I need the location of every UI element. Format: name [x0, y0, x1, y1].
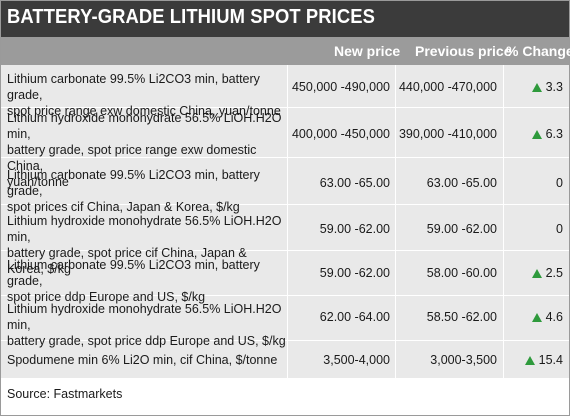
change-cell: 15.4: [524, 352, 563, 368]
change-cell: 6.3: [531, 126, 563, 142]
up-triangle-icon: [531, 83, 542, 92]
previous-price-cell: 63.00 -65.00: [426, 176, 497, 190]
previous-price-cell: 390,000 -410,000: [398, 127, 497, 141]
table-row: [1, 296, 569, 341]
row-description: Lithium carbonate 99.5% Li2CO3 min, batt…: [7, 168, 260, 214]
row-description: Lithium hydroxide monohydrate 56.5% LiOH…: [7, 214, 282, 276]
header-pct-change: % Change: [506, 43, 570, 59]
change-cell: 0: [556, 222, 563, 236]
header-new-price: New price: [334, 43, 401, 59]
header-previous-price: Previous price: [415, 43, 512, 59]
column-divider: [503, 65, 504, 379]
change-cell: 4.6: [531, 309, 563, 325]
table-row: [1, 108, 569, 158]
up-triangle-icon: [531, 130, 542, 139]
previous-price-cell: 440,000 -470,000: [398, 80, 497, 94]
column-divider: [395, 65, 396, 379]
row-description: Lithium hydroxide monohydrate 56.5% LiOH…: [7, 302, 286, 348]
table-title: BATTERY-GRADE LITHIUM SPOT PRICES: [7, 6, 375, 28]
table-row: [1, 341, 569, 379]
new-price-cell: 59.00 -62.00: [319, 222, 390, 236]
table-row: [1, 65, 569, 108]
table-row: [1, 205, 569, 251]
table-row: [1, 158, 569, 205]
previous-price-cell: 58.50 -62.00: [426, 310, 497, 324]
up-triangle-icon: [531, 313, 542, 322]
source-note: Source: Fastmarkets: [7, 387, 123, 401]
change-cell: 0: [556, 176, 563, 190]
table-row: [1, 251, 569, 296]
change-cell: 3.3: [531, 79, 563, 95]
new-price-cell: 450,000 -490,000: [291, 80, 390, 94]
new-price-cell: 400,000 -450,000: [291, 127, 390, 141]
new-price-cell: 62.00 -64.00: [319, 310, 390, 324]
up-triangle-icon: [531, 269, 542, 278]
row-description: Lithium carbonate 99.5% Li2CO3 min, batt…: [7, 258, 260, 304]
new-price-cell: 59.00 -62.00: [319, 266, 390, 280]
row-description: Spodumene min 6% Li2O min, cif China, $/…: [7, 353, 278, 367]
new-price-cell: 63.00 -65.00: [319, 176, 390, 190]
column-divider: [287, 65, 288, 379]
change-cell: 2.5: [531, 265, 563, 281]
previous-price-cell: 3,000-3,500: [430, 353, 497, 367]
up-triangle-icon: [524, 356, 535, 365]
previous-price-cell: 58.00 -60.00: [426, 266, 497, 280]
table-body: [1, 65, 569, 379]
new-price-cell: 3,500-4,000: [323, 353, 390, 367]
title-bar: BATTERY-GRADE LITHIUM SPOT PRICES: [1, 1, 569, 37]
previous-price-cell: 59.00 -62.00: [426, 222, 497, 236]
row-description: Lithium hydroxide monohydrate 56.5% LiOH…: [7, 111, 282, 189]
column-header-bar: [1, 37, 569, 65]
row-description: Lithium carbonate 99.5% Li2CO3 min, batt…: [7, 72, 281, 118]
